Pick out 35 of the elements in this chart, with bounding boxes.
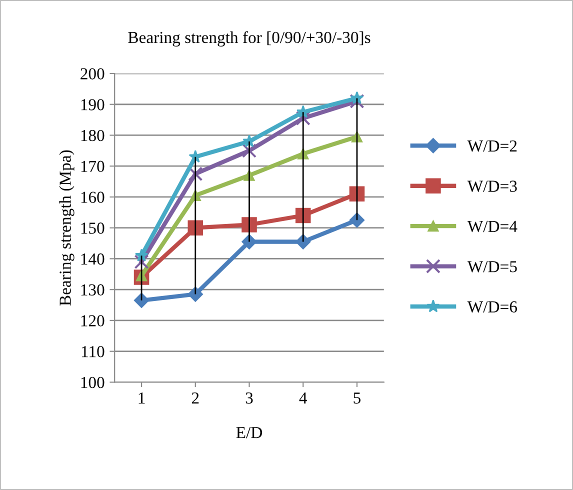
y-tick-label: 180 [81,130,104,142]
legend-label: W/D=2 [467,140,517,152]
legend-label: W/D=4 [467,220,518,232]
y-tick-label: 160 [81,192,104,203]
x-tick-label: 2 [192,392,199,404]
y-tick-label: 100 [81,376,104,388]
point [296,110,310,126]
x-axis-title: E/D [236,427,262,438]
x-tick-label: 4 [299,392,308,404]
x-tick-label: 3 [246,392,253,404]
x-tick-label: 5 [354,392,360,404]
y-tick-label: 120 [81,315,104,326]
y-axis-title: Bearing strength (Mpa) [59,150,74,306]
legend-label: W/D=3 [467,180,517,192]
point [349,212,365,228]
point [350,94,364,109]
point [188,166,203,182]
point [134,292,150,308]
y-tick-label: 150 [81,222,104,234]
point [134,248,148,262]
point [350,91,364,104]
point [242,143,257,158]
chart-title: Bearing strength for [0/90/+30/-30]s [128,31,370,47]
point [296,234,311,250]
y-tick-label: 170 [81,160,104,172]
y-tick-label: 140 [81,253,104,265]
point [134,254,149,270]
y-tick-label: 130 [81,284,104,296]
legend-label: W/D=5 [467,261,517,272]
point [349,186,365,202]
legend-label: W/D=6 [467,301,518,313]
y-tick-label: 190 [81,99,104,110]
y-tick-label: 200 [80,68,104,80]
y-tick-label: 110 [82,346,104,358]
x-tick-label: 1 [138,392,145,404]
